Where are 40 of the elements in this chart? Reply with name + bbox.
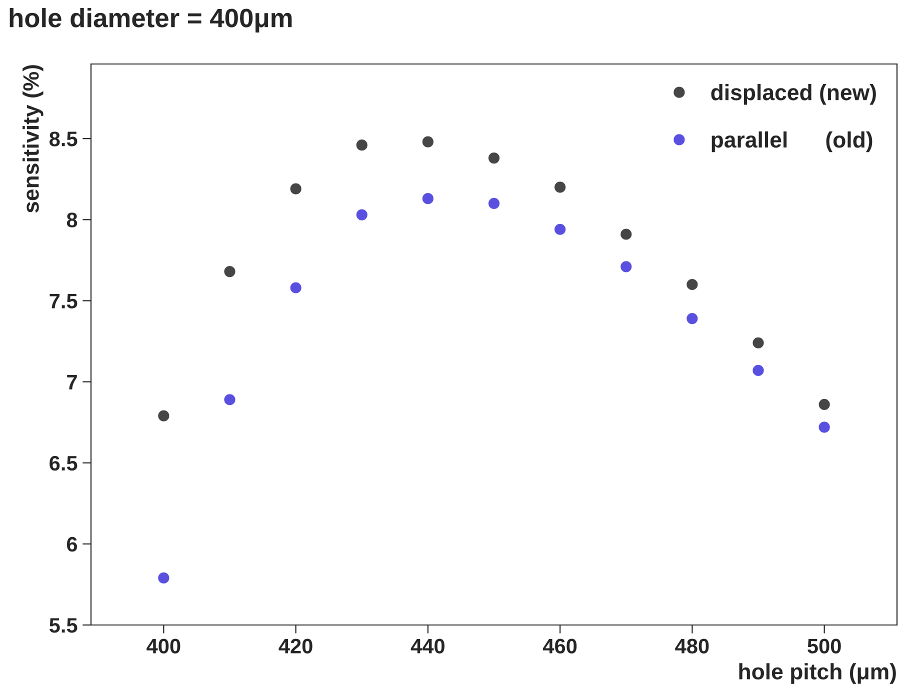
x-tick-label: 440 [410,638,444,654]
point [224,266,236,278]
x-tick-label: 460 [543,638,577,654]
x-tick-label: 500 [808,638,841,654]
point [356,140,368,151]
x-tick-label: 480 [675,638,709,654]
point [224,394,236,406]
point [158,572,170,584]
point [752,364,764,376]
point [488,198,500,209]
x-axis-title: hole pitch (μm) [739,663,896,684]
x-tick-label: 400 [146,638,180,654]
point [158,410,170,422]
y-tick-label: 7 [67,375,77,390]
point [356,209,368,220]
point [422,136,434,148]
point [290,282,302,294]
y-axis-title: sensitivity (%) [22,65,44,213]
point [818,422,830,433]
y-tick-label: 5.5 [49,618,78,633]
point [686,313,698,324]
y-tick-label: 8.5 [50,132,78,146]
chart-title: hole diameter = 400μm [10,8,292,32]
y-tick-label: 6 [66,536,78,552]
point [488,152,500,164]
point [818,398,830,410]
legend-label: parallel (old) [712,131,872,152]
point [620,261,632,272]
legend-label: displaced (new) [711,84,876,105]
point [554,182,566,193]
point [422,193,434,204]
y-tick-label: 7.5 [50,294,78,308]
y-tick-label: 6.5 [50,456,78,471]
point [620,228,632,240]
x-tick-label: 420 [278,638,312,654]
point [554,224,566,235]
point [686,278,698,290]
y-tick-label: 8 [66,212,78,228]
point [752,337,764,348]
point [290,183,302,194]
